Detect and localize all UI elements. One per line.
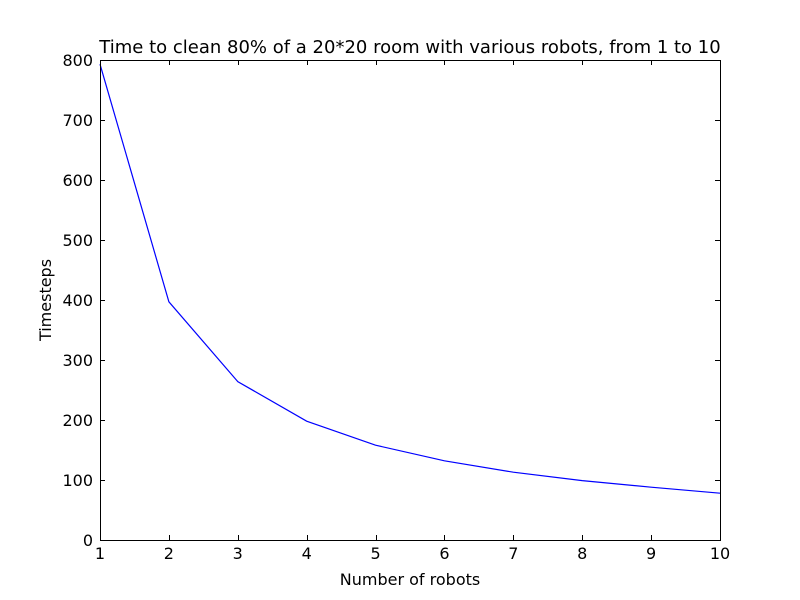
x-tick-label: 5: [370, 544, 380, 563]
x-tick-label: 10: [710, 544, 730, 563]
y-axis-label: Timesteps: [36, 259, 55, 342]
x-tick-label: 8: [577, 544, 587, 563]
y-tick-label: 200: [62, 411, 93, 430]
y-tick-label: 500: [62, 231, 93, 250]
y-tick-label: 600: [62, 171, 93, 190]
y-tick-label: 0: [83, 531, 93, 550]
series-line: [99, 64, 721, 494]
y-tick-label: 100: [62, 471, 93, 490]
x-tick-label: 3: [233, 544, 243, 563]
x-tick-label: 6: [439, 544, 449, 563]
y-tick-label: 300: [62, 351, 93, 370]
plot-frame: [100, 60, 721, 541]
x-tick-label: 4: [302, 544, 312, 563]
y-tick-label: 400: [62, 291, 93, 310]
chart-title: Time to clean 80% of a 20*20 room with v…: [98, 37, 720, 58]
x-tick-label: 2: [164, 544, 174, 563]
x-tick-label: 9: [646, 544, 656, 563]
y-tick-label: 700: [62, 111, 93, 130]
series-layer: [99, 64, 721, 494]
x-tick-label: 7: [508, 544, 518, 563]
x-axis-label: Number of robots: [340, 570, 480, 589]
y-tick-label: 800: [62, 51, 93, 70]
x-tick-label: 1: [95, 544, 105, 563]
